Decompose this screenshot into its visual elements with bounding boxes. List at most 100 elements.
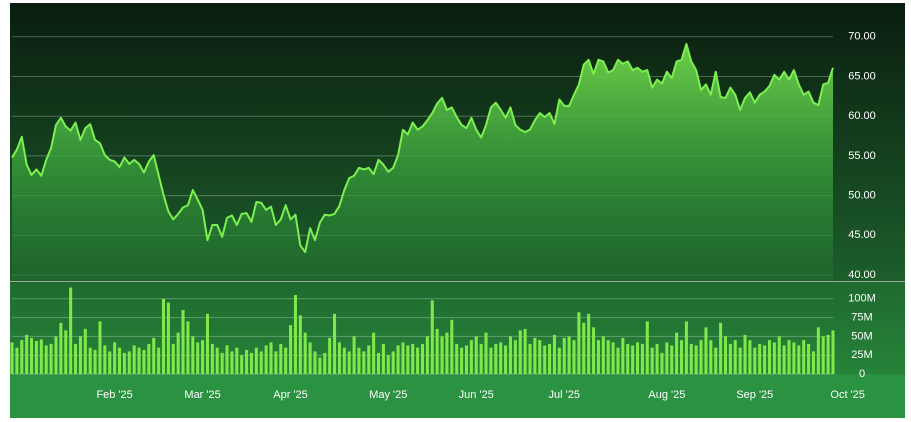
volume-bar bbox=[303, 332, 307, 374]
volume-bar bbox=[352, 336, 356, 374]
volume-bar bbox=[377, 352, 381, 374]
volume-bar bbox=[640, 343, 644, 374]
volume-bar bbox=[318, 357, 322, 374]
volume-bar bbox=[171, 343, 175, 374]
x-tick-label: Feb '25 bbox=[96, 389, 132, 401]
volume-bar bbox=[792, 342, 796, 374]
volume-bar bbox=[787, 340, 791, 374]
volume-bar bbox=[626, 343, 630, 374]
volume-bar bbox=[733, 340, 737, 374]
volume-bar bbox=[416, 347, 420, 374]
volume-bar bbox=[284, 347, 288, 374]
volume-bar bbox=[445, 332, 449, 374]
y-tick-label: 40.00 bbox=[848, 269, 876, 281]
volume-bar bbox=[98, 321, 102, 374]
volume-bar bbox=[186, 321, 190, 374]
y-tick-label: 100M bbox=[848, 293, 876, 305]
volume-bar bbox=[386, 355, 390, 374]
volume-bar bbox=[675, 332, 679, 374]
volume-bar bbox=[240, 355, 244, 374]
volume-bar bbox=[225, 345, 229, 374]
volume-bar bbox=[699, 340, 703, 374]
x-tick-label: Jul '25 bbox=[548, 389, 579, 401]
volume-bar bbox=[474, 336, 478, 374]
volume-bar bbox=[205, 313, 209, 374]
volume-bar bbox=[767, 340, 771, 374]
volume-bar bbox=[435, 328, 439, 374]
volume-bar bbox=[15, 347, 19, 374]
volume-bar bbox=[337, 342, 341, 374]
volume-bar bbox=[528, 343, 532, 374]
volume-bar bbox=[157, 347, 161, 374]
volume-bar bbox=[543, 345, 547, 374]
volume-bar bbox=[64, 330, 68, 374]
volume-bar bbox=[440, 336, 444, 374]
volume-bar bbox=[616, 347, 620, 374]
x-tick-label: Mar '25 bbox=[184, 389, 220, 401]
volume-bar bbox=[704, 327, 708, 374]
volume-bar bbox=[142, 349, 146, 374]
volume-bar bbox=[367, 345, 371, 374]
volume-bar bbox=[606, 340, 610, 374]
volume-bar bbox=[215, 347, 219, 374]
volume-bar bbox=[479, 343, 483, 374]
volume-bar bbox=[357, 347, 361, 374]
volume-bar bbox=[59, 322, 63, 374]
x-tick-label: Sep '25 bbox=[736, 389, 773, 401]
volume-bar bbox=[464, 345, 468, 374]
volume-bar bbox=[831, 330, 835, 374]
volume-bar bbox=[533, 337, 537, 374]
volume-bar bbox=[753, 347, 757, 374]
volume-bar bbox=[289, 325, 293, 374]
x-tick-label: Jun '25 bbox=[459, 389, 494, 401]
volume-bar bbox=[694, 345, 698, 374]
volume-bar bbox=[74, 343, 78, 374]
volume-bar bbox=[210, 343, 214, 374]
volume-bar bbox=[631, 345, 635, 374]
volume-bar bbox=[372, 332, 376, 374]
volume-bar bbox=[538, 340, 542, 374]
volume-bar bbox=[127, 351, 131, 374]
x-tick-label: May '25 bbox=[369, 389, 407, 401]
volume-bar bbox=[826, 334, 830, 374]
volume-bar bbox=[78, 336, 82, 374]
volume-bar bbox=[469, 340, 473, 374]
volume-bar bbox=[254, 347, 258, 374]
volume-bar bbox=[811, 351, 815, 374]
volume-bar bbox=[391, 351, 395, 374]
volume-bar bbox=[425, 336, 429, 374]
y-tick-label: 45.00 bbox=[848, 229, 876, 241]
volume-bar bbox=[567, 336, 571, 374]
x-tick-label: Aug '25 bbox=[648, 389, 685, 401]
volume-bar bbox=[406, 345, 410, 374]
volume-bar bbox=[298, 315, 302, 374]
x-axis-bg bbox=[10, 374, 905, 418]
volume-bar bbox=[645, 321, 649, 374]
volume-bar bbox=[25, 334, 29, 374]
volume-bar bbox=[621, 337, 625, 374]
volume-bar bbox=[132, 345, 136, 374]
volume-bar bbox=[313, 351, 317, 374]
volume-bar bbox=[362, 351, 366, 374]
price-area bbox=[12, 43, 833, 281]
volume-bar bbox=[196, 342, 200, 374]
volume-bar bbox=[670, 345, 674, 374]
y-tick-label: 70.00 bbox=[848, 31, 876, 43]
volume-bar bbox=[689, 343, 693, 374]
x-tick-label: Apr '25 bbox=[273, 389, 308, 401]
volume-bar bbox=[557, 347, 561, 374]
volume-bar bbox=[748, 340, 752, 374]
volume-bar bbox=[494, 343, 498, 374]
volume-bar bbox=[719, 322, 723, 374]
marks bbox=[10, 42, 835, 374]
y-tick-label: 50M bbox=[851, 330, 872, 342]
volume-bar bbox=[728, 343, 732, 374]
volume-bar bbox=[166, 302, 170, 374]
volume-bar bbox=[738, 347, 742, 374]
volume-bar bbox=[235, 347, 239, 374]
volume-bar bbox=[596, 340, 600, 374]
volume-bar bbox=[636, 342, 640, 374]
volume-bar bbox=[54, 336, 58, 374]
volume-bar bbox=[230, 351, 234, 374]
